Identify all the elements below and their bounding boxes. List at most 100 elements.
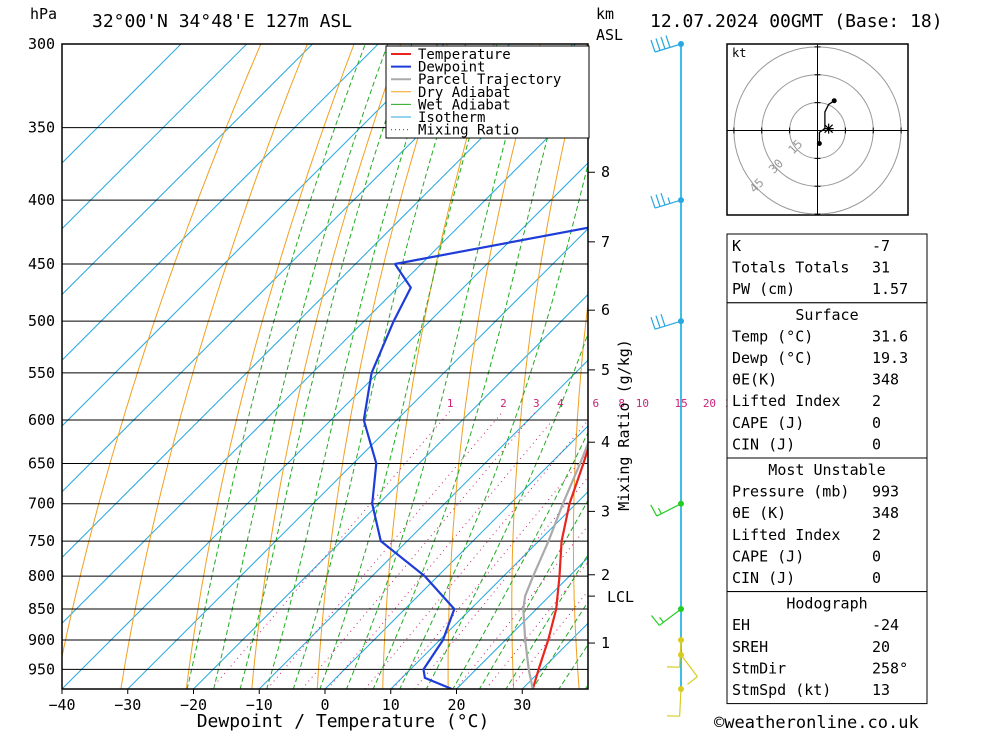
wind-barb-flag <box>660 192 666 206</box>
mixing-ratio-line <box>327 410 561 689</box>
hodograph-table-row-label: SREH <box>732 638 768 656</box>
wind-barb <box>650 608 682 626</box>
mixing-ratio-tick-label: 6 <box>592 397 599 410</box>
dry-adiabat-line <box>957 44 1000 689</box>
wind-barb <box>680 654 698 685</box>
hodograph-table-box <box>726 591 928 705</box>
wind-barb-staff <box>654 199 682 209</box>
profile-lines <box>362 226 588 689</box>
isotherm-line <box>324 425 588 689</box>
left-unit-label: hPa <box>30 5 57 23</box>
surface-row-label: Lifted Index <box>732 392 840 410</box>
wind-barb <box>650 313 682 330</box>
mixing-ratio-tick-label: 20 <box>703 397 716 410</box>
wind-barb <box>666 688 682 717</box>
most-unstable-row-label: CIN (J) <box>732 569 795 587</box>
wind-barb-flag <box>666 715 680 717</box>
hodograph-table-row-label: StmDir <box>732 659 786 677</box>
surface-row-label: Dewp (°C) <box>732 349 813 367</box>
legend-entry-label: Temperature <box>418 47 511 63</box>
index-tables: K -7 Totals Totals 31 PW (cm) 1.57 Surface Temp… <box>726 233 928 705</box>
km-tick-label: 6 <box>601 301 610 319</box>
legend-entry-label: Parcel Trajectory <box>418 72 561 88</box>
isotherm-line <box>456 556 588 689</box>
isotherm-line <box>193 293 588 689</box>
pressure-tick-label: 350 <box>28 119 55 137</box>
isotherm-line <box>62 44 248 230</box>
dry-adiabat-line <box>62 44 262 659</box>
wet-adiabat-line <box>399 162 588 689</box>
x-tick-label: −20 <box>180 696 207 714</box>
indices-row-value: 31 <box>872 259 890 277</box>
hodograph-table-row-value: 13 <box>872 681 890 699</box>
most-unstable-row-label: Pressure (mb) <box>732 483 849 501</box>
wind-barb-staff <box>679 688 682 717</box>
x-tick-label: 30 <box>513 696 531 714</box>
wind-barb-flag <box>650 615 660 626</box>
wind-barb-staff <box>680 654 698 677</box>
surface-row-value: 348 <box>872 371 899 389</box>
mixing-ratio-labels: 12346810152025 <box>447 397 739 410</box>
surface-row-value: 19.3 <box>872 349 908 367</box>
hodograph-table-row-label: EH <box>732 616 750 634</box>
mixing-ratio-tick-label: 10 <box>636 397 649 410</box>
most-unstable-row-value: 0 <box>872 547 881 565</box>
surface-title: Surface <box>795 306 858 324</box>
wind-barb-flag <box>687 676 698 685</box>
hodograph-table-row-value: -24 <box>872 616 899 634</box>
wind-barb-flag <box>660 313 666 327</box>
most-unstable-title: Most Unstable <box>768 461 885 479</box>
plot-background <box>62 44 588 689</box>
surface-row-label: θE(K) <box>732 371 777 389</box>
isotherm-line <box>62 44 379 361</box>
wind-barb-flag <box>655 38 661 51</box>
pressure-tick-label: 950 <box>28 660 55 678</box>
background-lines <box>62 44 1000 689</box>
mixing-ratio-tick-label: 2 <box>500 397 507 410</box>
km-tick-label: 4 <box>601 433 610 451</box>
wind-barb <box>650 192 682 209</box>
indices-box <box>726 233 928 304</box>
surface-row-value: 2 <box>872 392 881 410</box>
dry-adiabat-line <box>382 44 495 689</box>
surface-box <box>726 302 928 459</box>
indices-row-value: -7 <box>872 237 890 255</box>
surface-row-value: 31.6 <box>872 327 908 345</box>
legend-entry-label: Dewpoint <box>418 60 485 76</box>
location-title: 32°00'N 34°48'E 127m ASL <box>92 11 352 32</box>
dry-adiabat-line <box>316 44 448 689</box>
mixing-ratio-tick-label: 4 <box>557 397 564 410</box>
wind-barb <box>650 503 682 517</box>
pressure-tick-label: 700 <box>28 495 55 513</box>
dry-adiabat-line <box>511 44 588 689</box>
most-unstable-row-label: θE (K) <box>732 504 786 522</box>
km-unit-label: km <box>596 5 614 23</box>
hodograph-trace <box>818 100 835 144</box>
legend-box <box>385 45 590 139</box>
hodograph-table-row-value: 20 <box>872 638 890 656</box>
wind-barb-flag <box>666 666 680 668</box>
surface-row-value: 0 <box>872 435 881 453</box>
x-tick-label: −40 <box>48 696 75 714</box>
wet-adiabat-line <box>186 44 366 689</box>
pressure-tick-label: 550 <box>28 364 55 382</box>
wind-barb-half-flag <box>667 197 671 204</box>
pressure-tick-label: 750 <box>28 532 55 550</box>
wind-barb-flag <box>650 39 656 53</box>
wind-barb-half-flag <box>657 507 662 515</box>
most-unstable-row-label: CAPE (J) <box>732 547 804 565</box>
pressure-tick-label: 650 <box>28 454 55 472</box>
hodograph-start-dot <box>816 141 822 147</box>
surface-row-value: 0 <box>872 414 881 432</box>
legend-entry-label: Dry Adiabat <box>418 85 511 101</box>
hodograph-unit-label: kt <box>732 46 746 60</box>
km-tick-label: 8 <box>601 163 610 181</box>
wind-barb-flag <box>660 36 666 50</box>
x-axis-title: Dewpoint / Temperature (°C) <box>197 711 490 732</box>
mixing-ratio-tick-label: 8 <box>618 397 625 410</box>
km-tick-label: 1 <box>601 634 610 652</box>
x-tick-label: −30 <box>114 696 141 714</box>
most-unstable-row-value: 348 <box>872 504 899 522</box>
isotherm-line <box>390 491 588 689</box>
